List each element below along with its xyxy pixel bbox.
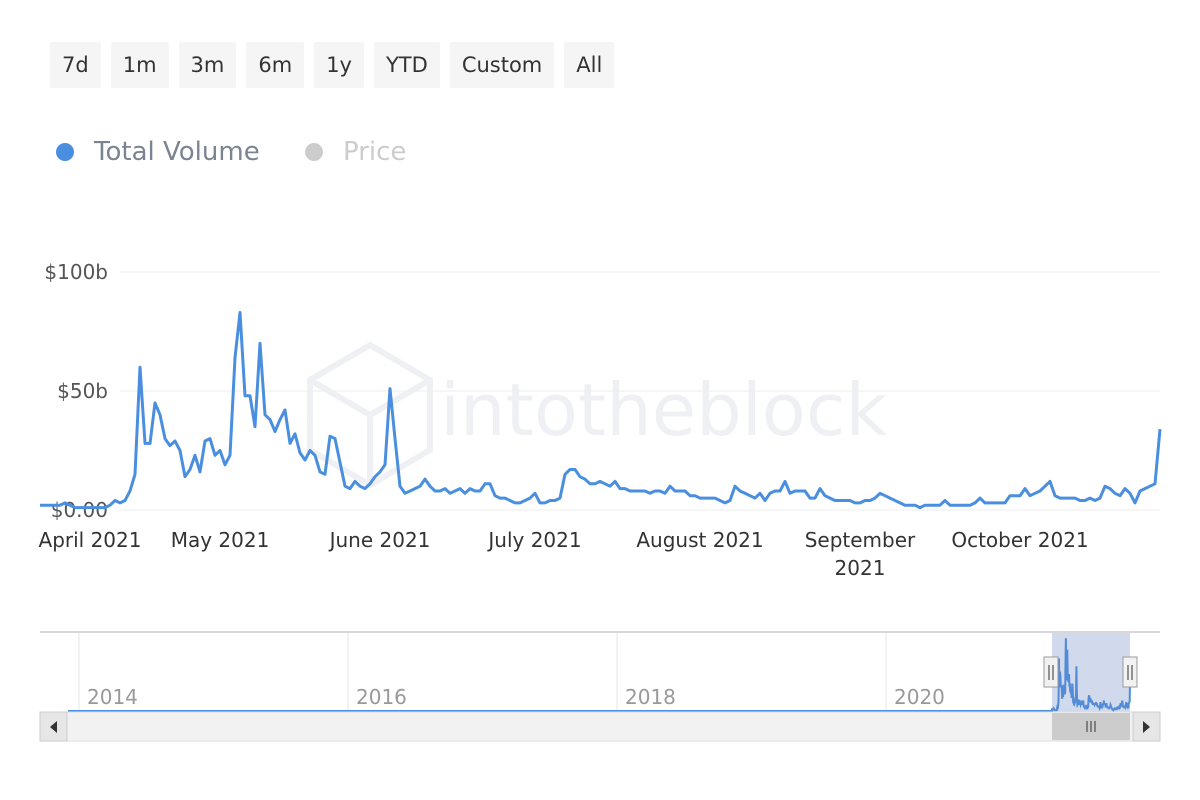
y-tick-label: $100b [44,260,108,284]
range-button[interactable]: 6m [246,42,305,88]
x-tick-label: June 2021 [329,528,431,552]
x-tick-label: April 2021 [38,528,142,552]
legend-symbol [305,143,323,161]
range-button[interactable]: All [564,42,615,88]
scrollbar[interactable] [39,711,1161,742]
range-selector: 7d 1m 3m 6m 1y YTD Custom All [50,42,615,88]
series-line [40,311,1162,510]
x-tick-label: August 2021 [636,528,764,552]
navigator-handle[interactable] [1122,656,1138,688]
navigator-tick-label: 2014 [87,685,138,709]
legend-symbol [56,143,74,161]
y-tick-label: $0.00 [51,498,108,522]
x-tick-label: July 2021 [488,528,582,552]
navigator-mask[interactable] [1052,633,1130,712]
legend-label[interactable]: Price [343,137,406,167]
navigator-line [68,638,1131,713]
range-button[interactable]: YTD [373,42,440,88]
watermark [307,341,433,489]
range-button[interactable]: 7d [50,42,101,88]
watermark-text: intotheblock [440,368,887,452]
range-button[interactable]: 3m [178,42,237,88]
navigator-tick-label: 2016 [356,685,407,709]
x-tick-label: September 2021 [804,528,916,580]
navigator-tick-label: 2020 [894,685,945,709]
y-tick-label: $50b [57,379,108,403]
range-button[interactable]: Custom [449,42,555,88]
navigator-tick-label: 2018 [625,685,676,709]
navigator-handle[interactable] [1043,656,1059,688]
x-tick-label: May 2021 [170,528,270,552]
x-tick-label: October 2021 [951,528,1089,552]
legend-label[interactable]: Total Volume [93,137,260,167]
range-button[interactable]: 1m [110,42,169,88]
range-button[interactable]: 1y [314,42,364,88]
